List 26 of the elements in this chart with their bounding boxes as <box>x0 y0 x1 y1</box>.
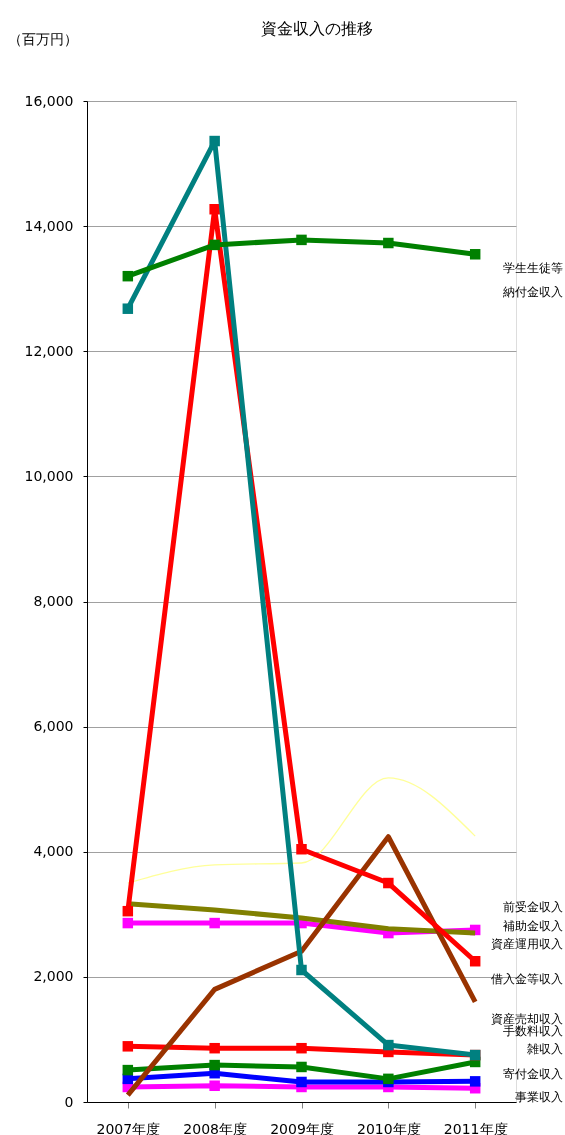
text: 雑収入 <box>527 1042 563 1056</box>
y-tick-label: 6,000 <box>33 718 74 735</box>
annotation: 手数料収入 <box>503 1024 563 1038</box>
annotation: 借入金等収入 <box>491 972 563 986</box>
annotation: 前受金収入 <box>503 900 563 914</box>
x-tick-label: 2007年度 <box>96 1120 161 1135</box>
annotation: 資産売却収入 <box>491 1012 563 1026</box>
annotation: 事業収入 <box>515 1090 563 1104</box>
y-tick-label: 16,000 <box>24 92 74 109</box>
x-tick-label: 2008年度 <box>183 1120 247 1135</box>
x-tick-label: 2011年度 <box>443 1120 508 1135</box>
y-tick-label: 12,000 <box>24 342 74 359</box>
y-tick-label: 4,000 <box>33 843 74 860</box>
y-tick-label: 14,000 <box>24 217 74 234</box>
x-tick-label: 2009年度 <box>270 1120 334 1135</box>
y-tick-label: 0 <box>64 1093 74 1110</box>
annotation: 補助金収入 <box>503 919 563 933</box>
y-tick-label: 10,000 <box>24 467 74 484</box>
y-tick-label: 2,000 <box>33 968 74 985</box>
y-axis-title: （百万円） <box>7 30 78 47</box>
chart-title: 資金収入の推移 <box>261 19 373 38</box>
annotation: 資産運用収入 <box>491 937 563 951</box>
annotation: 学生生徒等納付金収入 <box>503 261 563 299</box>
annotation: 寄付金収入 <box>503 1067 563 1081</box>
x-tick-label: 2010年度 <box>357 1120 421 1135</box>
y-tick-label: 8,000 <box>33 593 74 609</box>
